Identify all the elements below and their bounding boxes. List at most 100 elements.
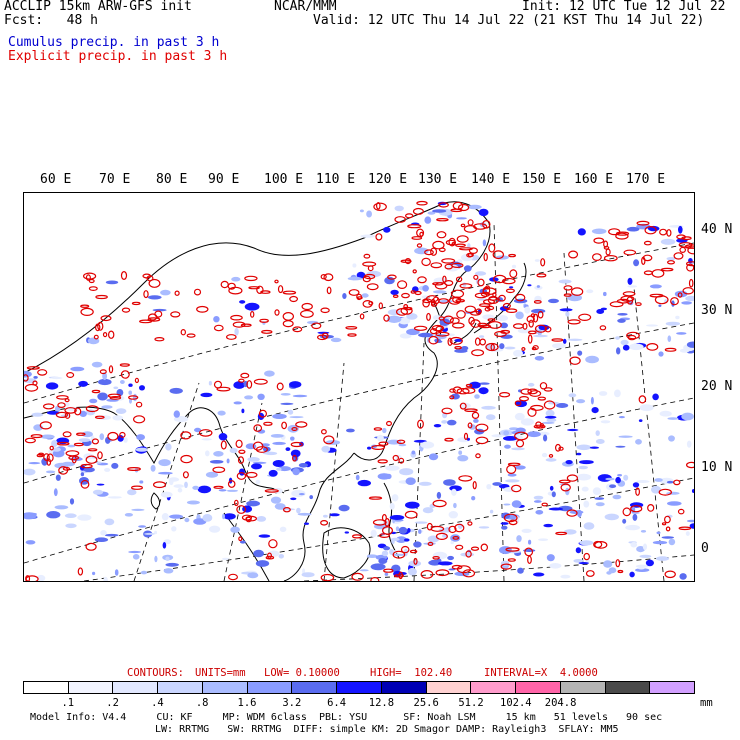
cumulus-cell	[51, 440, 58, 447]
explicit-contour	[85, 455, 98, 464]
explicit-contour	[551, 338, 564, 342]
explicit-contour	[246, 380, 253, 389]
explicit-contour	[445, 239, 456, 246]
cumulus-cell	[536, 285, 541, 288]
cumulus-cell	[652, 393, 659, 401]
explicit-contour	[426, 312, 431, 321]
cumulus-cell	[127, 489, 137, 496]
explicit-contour	[442, 275, 447, 283]
explicit-contour	[264, 489, 279, 493]
cumulus-cell	[395, 536, 407, 543]
cumulus-cell	[579, 460, 594, 465]
explicit-contour	[135, 401, 143, 408]
explicit-contour	[236, 472, 247, 480]
explicit-contour	[485, 285, 491, 290]
cumulus-cell	[608, 567, 617, 574]
cumulus-cell	[78, 380, 88, 387]
explicit-contour	[134, 377, 140, 384]
cumulus-cell	[666, 257, 676, 261]
explicit-contour	[238, 536, 243, 542]
explicit-contour	[502, 302, 511, 310]
cumulus-cell	[559, 308, 573, 312]
explicit-contour	[484, 306, 491, 312]
cumulus-cell	[136, 434, 145, 441]
cumulus-cell	[501, 525, 508, 530]
cumulus-cell	[234, 328, 239, 336]
cumulus-cell	[438, 528, 450, 533]
explicit-contour	[568, 250, 579, 259]
explicit-contour	[508, 519, 518, 526]
explicit-contour	[291, 427, 298, 432]
explicit-contour	[80, 463, 93, 469]
cumulus-cell	[504, 346, 516, 350]
explicit-contour	[661, 522, 667, 526]
cumulus-cell	[685, 295, 697, 302]
lon-label: 110 E	[316, 172, 356, 187]
cumulus-cell	[69, 498, 75, 505]
cumulus-cell	[244, 395, 254, 400]
explicit-contour	[425, 295, 439, 303]
explicit-contour	[626, 331, 640, 340]
cumulus-cell	[418, 481, 432, 486]
cumulus-cell	[418, 529, 422, 534]
cumulus-cell	[169, 514, 184, 519]
explicit-contour	[452, 536, 460, 540]
cumulus-cell	[575, 547, 582, 554]
cumulus-cell	[681, 412, 694, 421]
explicit-contour	[49, 445, 54, 451]
cumulus-cell	[233, 381, 245, 389]
cumulus-cell	[592, 487, 602, 495]
cumulus-cell	[511, 264, 517, 269]
explicit-contour	[268, 539, 278, 549]
explicit-contour	[463, 432, 469, 440]
explicit-contour	[66, 372, 75, 379]
explicit-contour	[421, 257, 431, 267]
explicit-contour	[91, 438, 100, 445]
explicit-contour	[592, 253, 602, 261]
explicit-contour	[622, 507, 632, 517]
cumulus-cell	[596, 309, 605, 314]
cumulus-cell	[272, 460, 285, 467]
cumulus-cell	[389, 515, 405, 520]
explicit-contour	[198, 429, 213, 437]
cumulus-cell	[108, 496, 122, 499]
explicit-contour	[213, 324, 224, 332]
explicit-contour	[475, 436, 489, 445]
cumulus-cell	[432, 551, 448, 560]
cumulus-cell	[115, 408, 127, 414]
explicit-contour	[320, 519, 329, 526]
cumulus-cell	[356, 271, 366, 279]
cumulus-cell	[309, 495, 314, 500]
explicit-contour	[455, 243, 466, 248]
explicit-contour	[131, 301, 141, 306]
cumulus-cell	[272, 413, 287, 419]
explicit-contour	[435, 331, 450, 337]
cumulus-cell	[528, 539, 532, 545]
cumulus-cell	[560, 574, 571, 579]
cumulus-cell	[247, 457, 260, 462]
cumulus-cell	[329, 513, 340, 517]
lon-label: 160 E	[574, 172, 614, 187]
explicit-contour	[97, 451, 103, 460]
cumulus-cell	[83, 467, 95, 473]
cumulus-cell	[186, 500, 200, 505]
cumulus-cell	[55, 474, 61, 481]
cumulus-cell	[612, 494, 622, 500]
cumulus-cell	[548, 507, 564, 511]
cumulus-cell	[583, 522, 595, 530]
explicit-contour	[22, 374, 29, 382]
cumulus-cell	[447, 555, 454, 561]
cumulus-cell	[615, 336, 620, 340]
cumulus-cell	[264, 370, 275, 377]
cumulus-cell	[615, 445, 626, 448]
cumulus-cell	[573, 559, 584, 563]
cumulus-cell	[96, 483, 105, 486]
cumulus-cell	[627, 277, 633, 285]
cumulus-cell	[160, 491, 173, 498]
explicit-contour	[88, 286, 98, 291]
cumulus-cell	[218, 433, 228, 441]
explicit-contour	[416, 200, 428, 206]
cumulus-cell	[217, 410, 226, 416]
cumulus-cell	[112, 415, 123, 421]
cumulus-cell	[40, 434, 55, 439]
